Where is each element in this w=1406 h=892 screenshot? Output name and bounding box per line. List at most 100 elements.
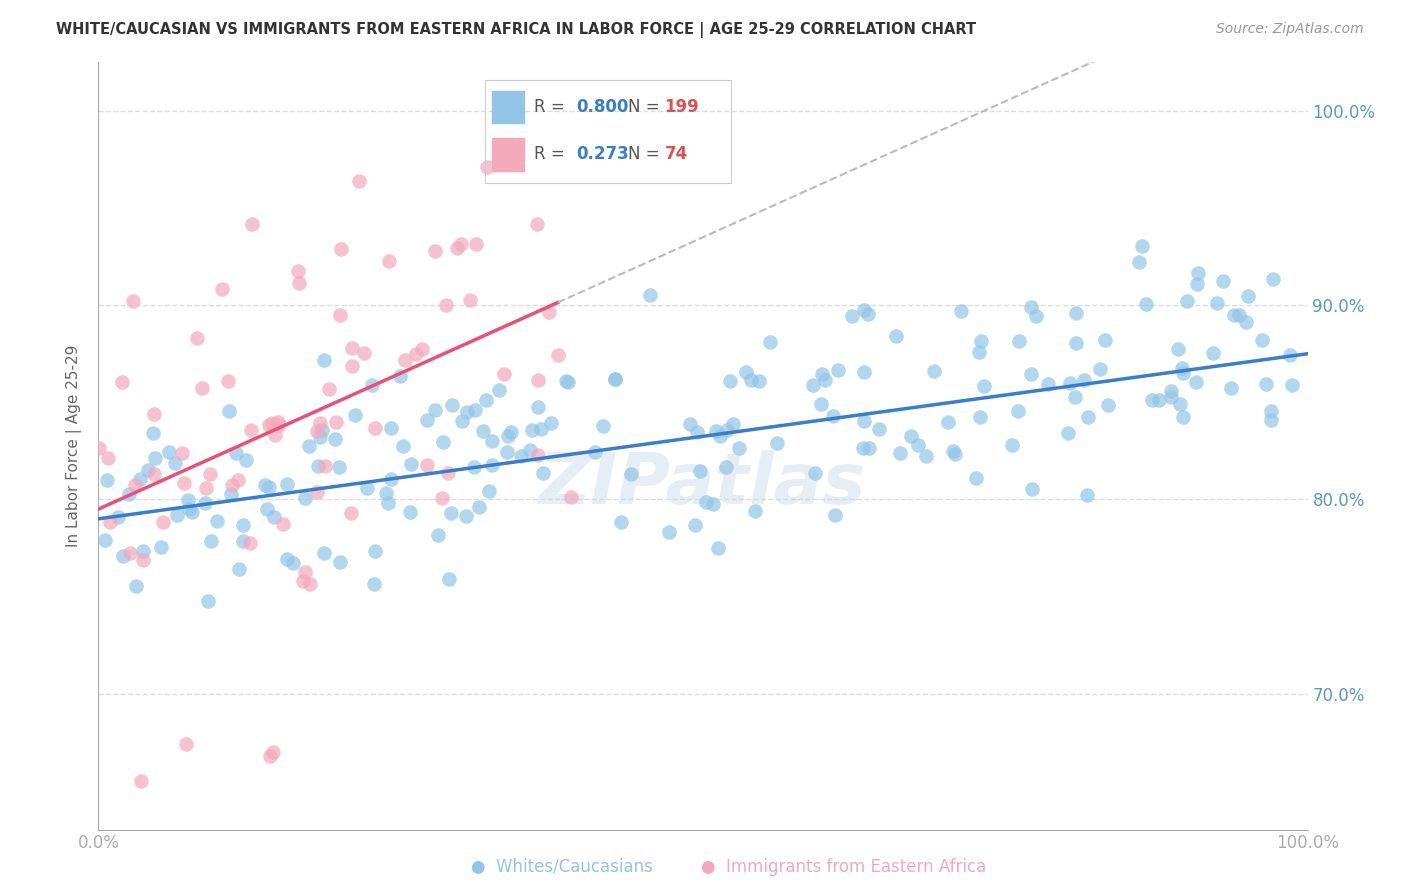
Point [425, 402, 447, 417]
Point [537, 305, 560, 319]
Point [1220, 381, 1243, 395]
Point [318, 383, 340, 397]
Point [555, 374, 578, 388]
Point [294, 565, 316, 579]
Point [361, 378, 384, 392]
Point [609, 515, 631, 529]
Point [411, 343, 433, 357]
Point [965, 470, 987, 484]
Point [257, 417, 280, 432]
Point [264, 428, 287, 442]
Point [856, 306, 879, 320]
Point [347, 174, 370, 188]
Point [235, 453, 257, 467]
Point [427, 528, 450, 542]
Point [262, 745, 284, 759]
Point [440, 398, 463, 412]
Point [714, 460, 737, 475]
Point [450, 237, 472, 252]
Point [858, 441, 880, 455]
Point [498, 429, 520, 443]
Text: ●  Immigrants from Eastern Africa: ● Immigrants from Eastern Africa [702, 858, 986, 876]
Point [685, 518, 707, 533]
Point [1234, 315, 1257, 329]
Point [1171, 360, 1194, 375]
Point [194, 481, 217, 495]
Point [758, 334, 780, 349]
Point [1185, 277, 1208, 292]
Point [118, 487, 141, 501]
Point [1008, 334, 1031, 349]
Point [197, 594, 219, 608]
Point [811, 367, 834, 381]
Point [1254, 377, 1277, 392]
Point [475, 160, 498, 174]
Point [638, 288, 661, 302]
Point [1036, 377, 1059, 392]
Point [288, 276, 311, 290]
Point [430, 491, 453, 506]
Point [309, 430, 332, 444]
Point [709, 429, 731, 443]
Point [363, 577, 385, 591]
Text: R =: R = [534, 98, 571, 116]
Point [218, 404, 240, 418]
Text: ZIPatlas: ZIPatlas [540, 450, 866, 519]
Point [492, 367, 515, 381]
Point [766, 436, 789, 450]
Point [852, 441, 875, 455]
Point [405, 346, 427, 360]
Point [471, 424, 494, 438]
Point [889, 446, 911, 460]
Point [900, 429, 922, 443]
Point [309, 416, 332, 430]
Point [124, 477, 146, 491]
Point [240, 217, 263, 231]
Point [620, 467, 643, 481]
Point [1128, 255, 1150, 269]
Point [434, 297, 457, 311]
Point [136, 463, 159, 477]
Point [325, 432, 347, 446]
Point [560, 490, 582, 504]
Point [1185, 375, 1208, 389]
Point [307, 424, 329, 438]
Point [1025, 309, 1047, 323]
Point [143, 467, 166, 482]
Text: N =: N = [627, 98, 665, 116]
Point [294, 491, 316, 505]
Point [814, 373, 837, 387]
Point [853, 303, 876, 318]
Point [592, 419, 614, 434]
Point [211, 282, 233, 296]
Point [260, 416, 283, 430]
Point [186, 331, 208, 345]
Point [1227, 308, 1250, 322]
Point [922, 364, 945, 378]
Point [340, 342, 363, 356]
Point [1059, 376, 1081, 390]
Point [399, 505, 422, 519]
Point [1279, 348, 1302, 362]
Point [87, 441, 110, 455]
Point [1130, 239, 1153, 253]
Point [531, 466, 554, 480]
Text: ●  Whites/Caucasians: ● Whites/Caucasians [471, 858, 654, 876]
Point [686, 425, 709, 439]
Point [1237, 289, 1260, 303]
Point [378, 253, 401, 268]
Point [149, 540, 172, 554]
Point [437, 573, 460, 587]
Point [914, 449, 936, 463]
Point [232, 518, 254, 533]
Bar [492, 91, 524, 123]
Point [94, 533, 117, 548]
Point [520, 423, 543, 437]
Text: 0.800: 0.800 [576, 98, 628, 116]
Point [740, 373, 762, 387]
Point [415, 413, 437, 427]
Point [380, 421, 402, 435]
Point [263, 510, 285, 524]
Point [125, 579, 148, 593]
Point [298, 439, 321, 453]
